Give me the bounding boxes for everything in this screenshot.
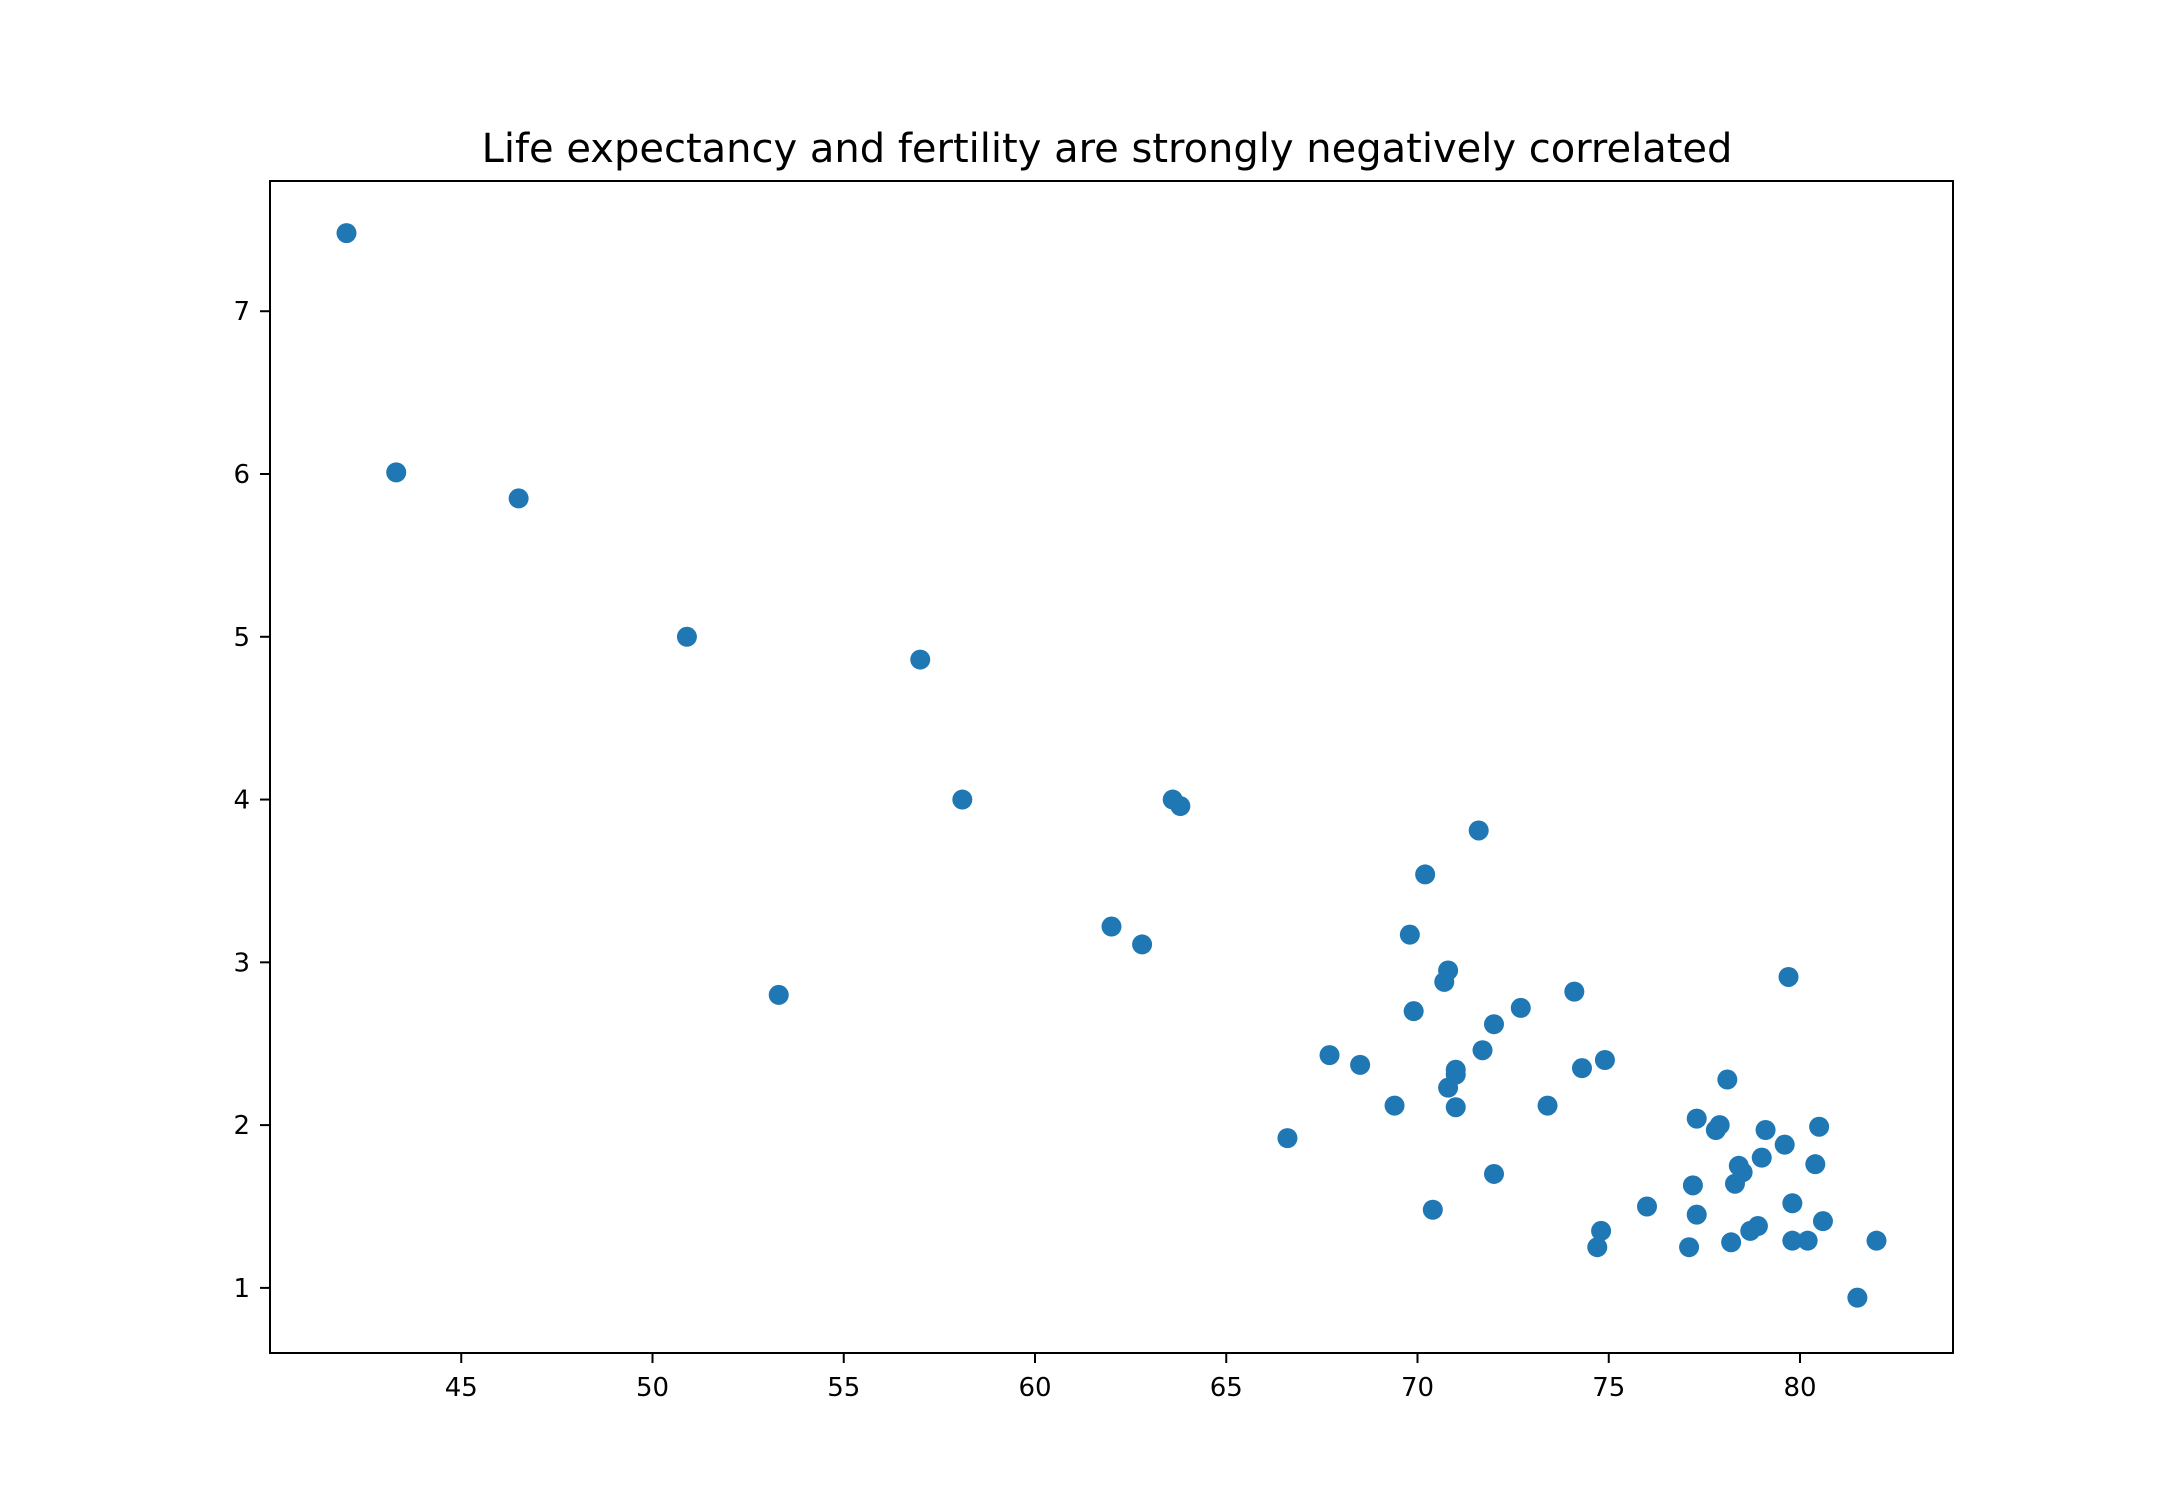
scatter-point [1805,1154,1825,1174]
scatter-point [1385,1096,1405,1116]
scatter-point [1813,1211,1833,1231]
x-tick-label: 75 [1592,1373,1625,1403]
scatter-point [1782,1193,1802,1213]
scatter-point [1277,1128,1297,1148]
scatter-point [1564,982,1584,1002]
scatter-point [1423,1200,1443,1220]
x-tick-label: 80 [1783,1373,1816,1403]
scatter-point [509,488,529,508]
y-tick-label: 2 [233,1111,250,1141]
scatter-point [1320,1045,1340,1065]
scatter-point [1847,1288,1867,1308]
scatter-point [1404,1001,1424,1021]
scatter-point [769,985,789,1005]
scatter-point [1679,1237,1699,1257]
scatter-point [1484,1164,1504,1184]
scatter-point [1733,1162,1753,1182]
x-tick-label: 55 [827,1373,860,1403]
y-tick-label: 6 [233,460,250,490]
scatter-point [1572,1058,1592,1078]
scatter-point [1484,1014,1504,1034]
scatter-point [1748,1216,1768,1236]
scatter-point [1446,1065,1466,1085]
scatter-point [1446,1097,1466,1117]
scatter-point [677,627,697,647]
scatter-point [952,790,972,810]
scatter-point [1687,1205,1707,1225]
scatter-point [1775,1135,1795,1155]
scatter-point [1473,1040,1493,1060]
scatter-point [1132,934,1152,954]
scatter-point [1687,1109,1707,1129]
scatter-point [1170,796,1190,816]
scatter-point [1867,1231,1887,1251]
scatter-point [1683,1175,1703,1195]
x-tick-label: 60 [1018,1373,1051,1403]
scatter-point [337,223,357,243]
x-tick-label: 65 [1210,1373,1243,1403]
x-tick-label: 50 [636,1373,669,1403]
y-tick-label: 5 [233,623,250,653]
scatter-point [1710,1115,1730,1135]
scatter-point [1809,1117,1829,1137]
scatter-point [1350,1055,1370,1075]
scatter-point [1438,960,1458,980]
y-tick-label: 4 [233,786,250,816]
scatter-point [1721,1232,1741,1252]
scatter-point [1752,1148,1772,1168]
x-tick-label: 45 [445,1373,478,1403]
scatter-point [1798,1231,1818,1251]
scatter-point [386,462,406,482]
y-tick-label: 1 [233,1274,250,1304]
scatter-point [1637,1197,1657,1217]
y-tick-label: 7 [233,297,250,327]
scatter-point [1779,967,1799,987]
scatter-point [1102,917,1122,937]
scatter-point [910,650,930,670]
scatter-point [1756,1120,1776,1140]
scatter-point [1511,998,1531,1018]
y-tick-label: 3 [233,948,250,978]
scatter-point [1415,864,1435,884]
scatter-point [1469,820,1489,840]
scatter-point [1595,1050,1615,1070]
chart-title: Life expectancy and fertility are strong… [482,126,1733,172]
scatter-point [1591,1221,1611,1241]
scatter-point [1400,925,1420,945]
scatter-point [1717,1070,1737,1090]
x-tick-label: 70 [1401,1373,1434,1403]
scatter-point [1538,1096,1558,1116]
